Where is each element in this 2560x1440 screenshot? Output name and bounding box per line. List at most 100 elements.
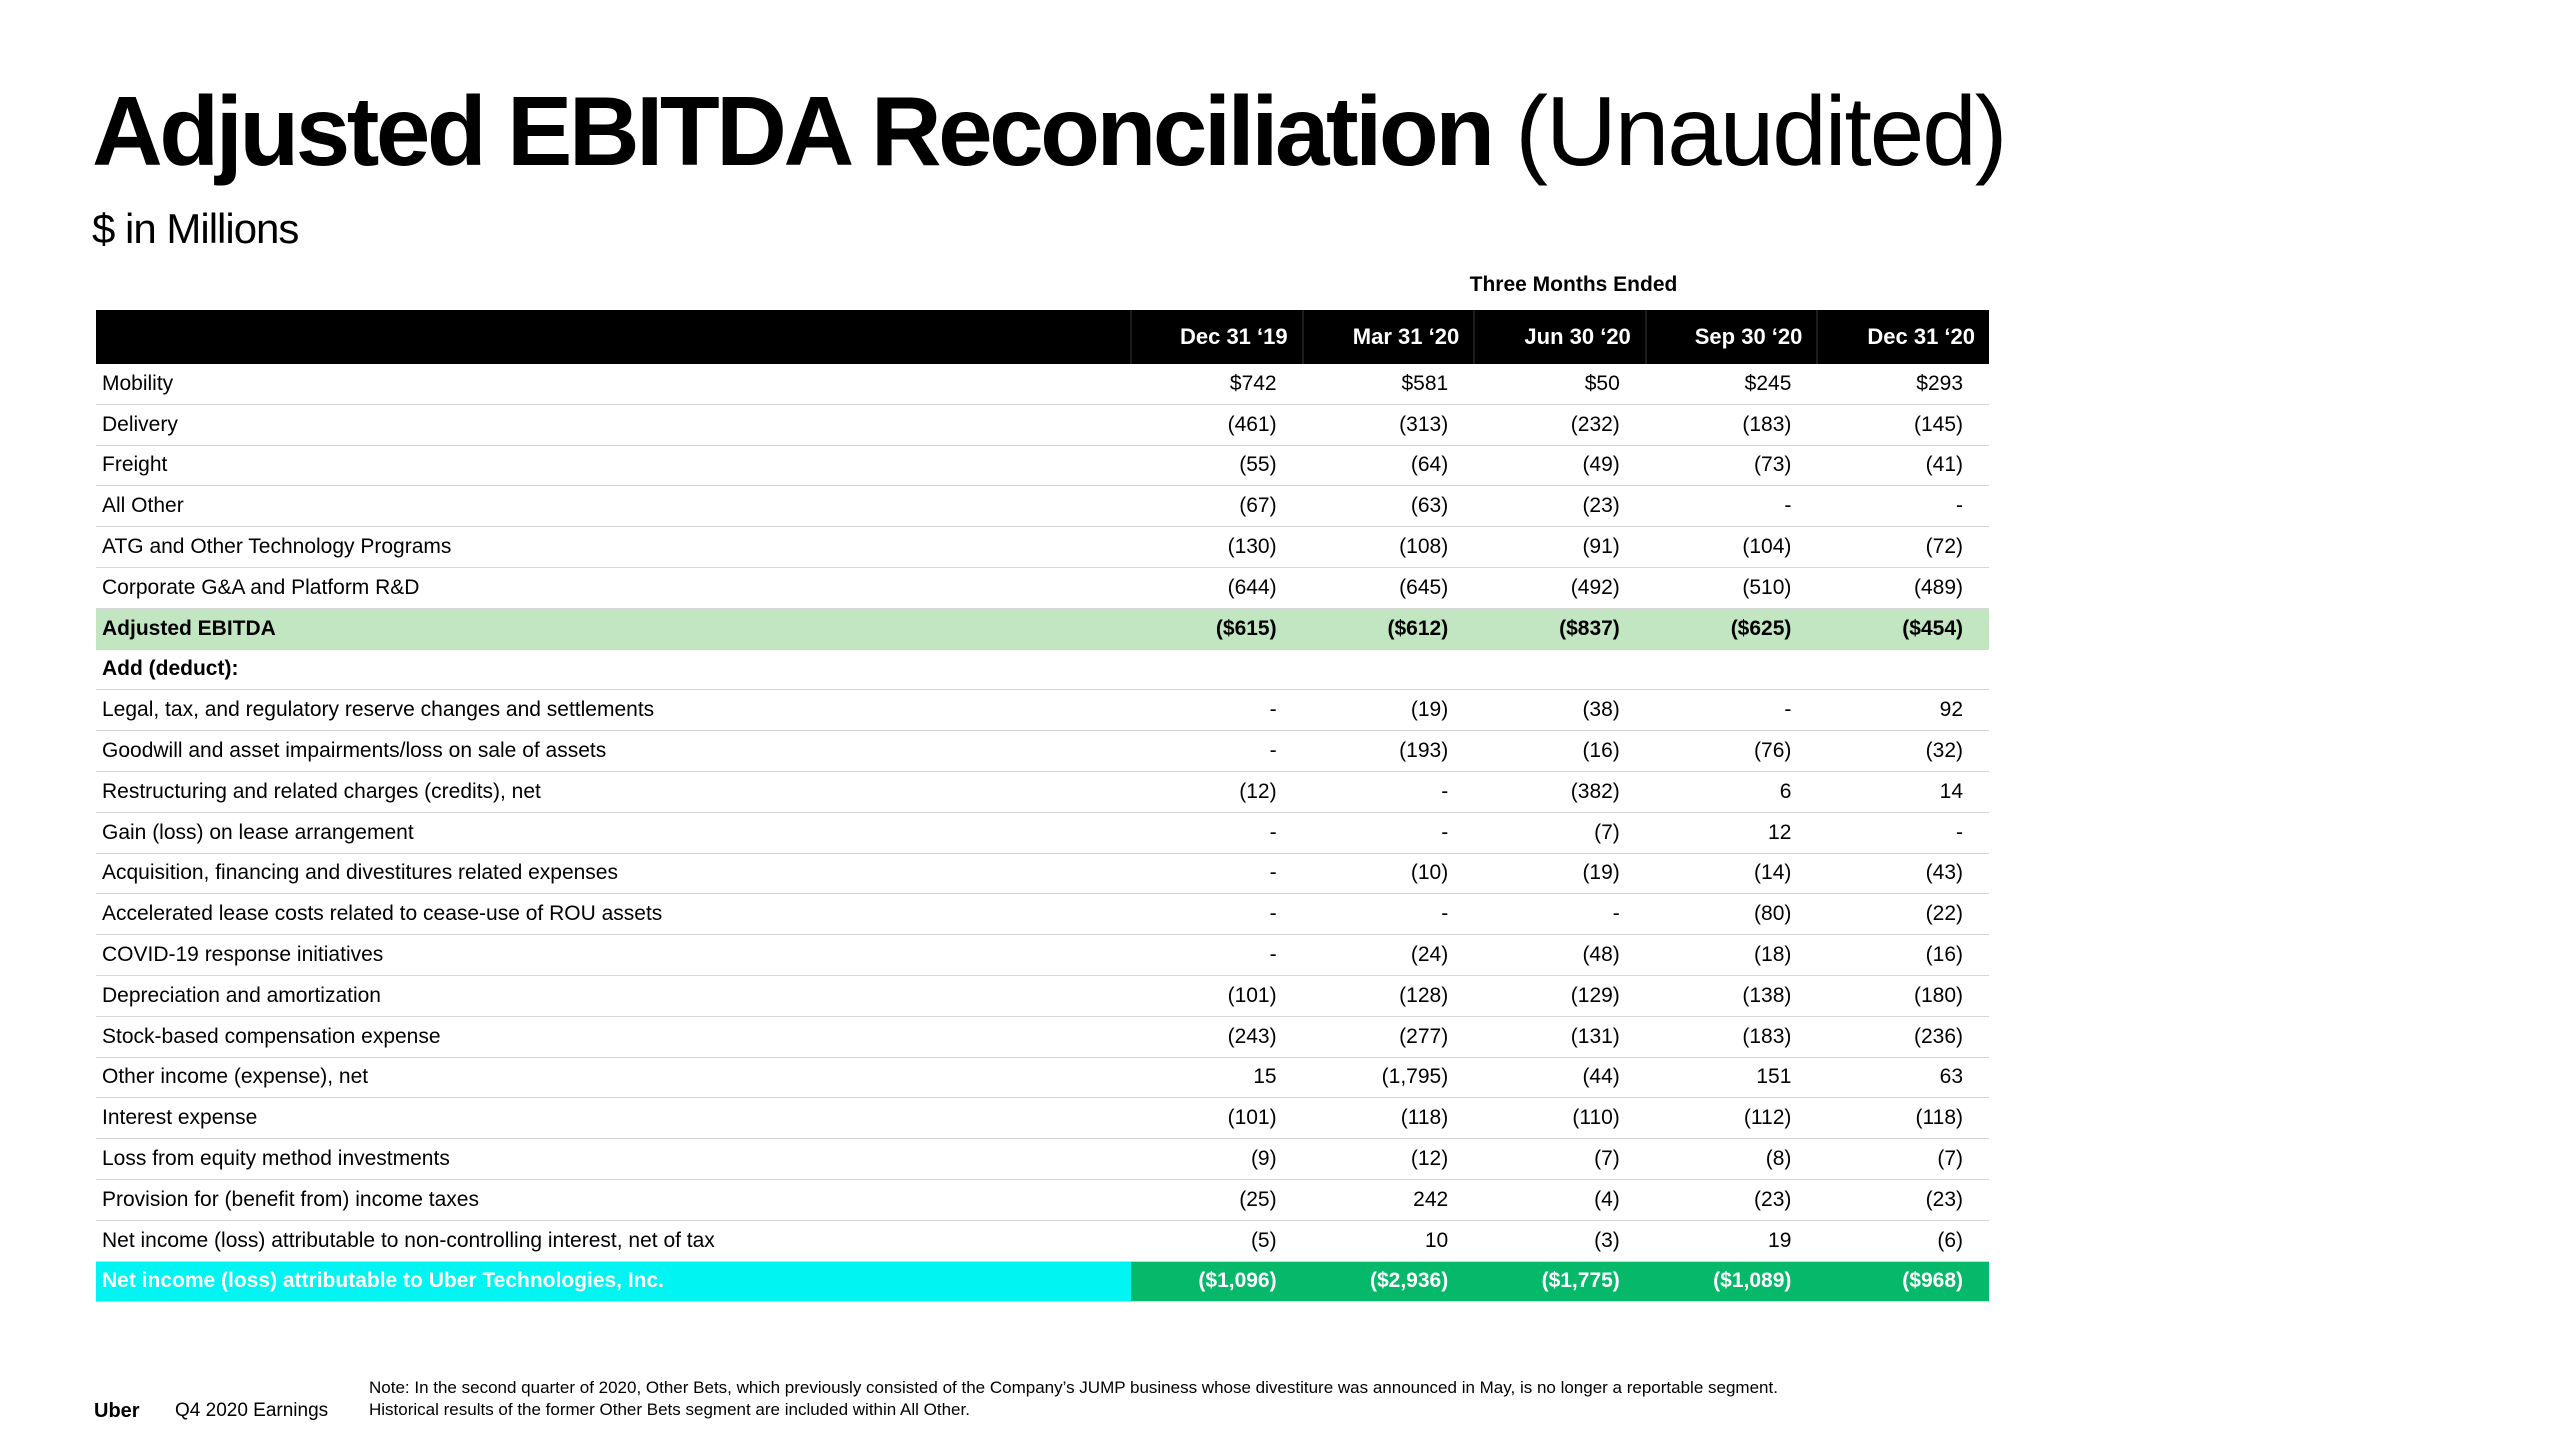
table-row: ATG and Other Technology Programs (130) (1… <box>96 526 1989 568</box>
value-cell: (489) <box>1817 567 1989 609</box>
value-cell: - <box>1817 812 1989 854</box>
table-row: Provision for (benefit from) income taxe… <box>96 1179 1989 1221</box>
row-label: COVID-19 response initiatives <box>96 934 1132 976</box>
value-cell: (32) <box>1817 730 1989 772</box>
value-cell: (8) <box>1645 1138 1818 1180</box>
value-cell: (80) <box>1645 893 1818 936</box>
row-label: Restructuring and related charges (credi… <box>96 771 1132 813</box>
value-cell: (49) <box>1474 445 1646 487</box>
value-cell: (236) <box>1817 1016 1989 1058</box>
brand-logo: Uber <box>94 1400 140 1422</box>
row-label: Net income (loss) attributable to non-co… <box>96 1220 1132 1262</box>
row-label: Legal, tax, and regulatory reserve chang… <box>96 689 1132 732</box>
value-cell: - <box>1131 812 1303 854</box>
value-cell: - <box>1474 893 1646 936</box>
value-cell: (112) <box>1645 1097 1818 1140</box>
value-cell: (7) <box>1474 1138 1646 1180</box>
value-cell: - <box>1131 934 1303 976</box>
row-label: Net income (loss) attributable to Uber T… <box>96 1261 1132 1303</box>
value-cell: (510) <box>1645 567 1818 609</box>
value-cell: (44) <box>1474 1057 1646 1099</box>
row-label: Accelerated lease costs related to cease… <box>96 893 1132 936</box>
row-label: Freight <box>96 445 1132 487</box>
value-cell: (645) <box>1302 567 1475 609</box>
value-cell: ($454) <box>1817 608 1989 650</box>
value-cell: (24) <box>1302 934 1475 976</box>
table-row: Legal, tax, and regulatory reserve chang… <box>96 689 1989 732</box>
value-cell: - <box>1817 485 1989 528</box>
value-cell: (130) <box>1131 526 1303 568</box>
row-label: Mobility <box>96 364 1132 405</box>
column-header: Dec 31 ‘19 <box>1130 310 1303 364</box>
value-cell: (23) <box>1817 1179 1989 1221</box>
value-cell: $742 <box>1131 364 1303 405</box>
value-cell: ($968) <box>1817 1261 1989 1303</box>
row-label: Interest expense <box>96 1097 1132 1140</box>
value-cell: - <box>1131 689 1303 732</box>
table-row: Acquisition, financing and divestitures … <box>96 853 1989 895</box>
value-cell: (16) <box>1474 730 1646 772</box>
table-row: Delivery (461) (313) (232) (183) (145) <box>96 404 1989 446</box>
event-label: Q4 2020 Earnings <box>175 1400 329 1421</box>
value-cell: (16) <box>1817 934 1989 976</box>
value-cell: ($615) <box>1131 608 1303 650</box>
value-cell: (22) <box>1817 893 1989 936</box>
table-row: All Other (67) (63) (23) - - <box>96 485 1989 528</box>
value-cell: ($1,089) <box>1645 1261 1818 1303</box>
table-row: Goodwill and asset impairments/loss on s… <box>96 730 1989 772</box>
value-cell: - <box>1131 853 1303 895</box>
value-cell: - <box>1131 893 1303 936</box>
value-cell: (72) <box>1817 526 1989 568</box>
value-cell: (73) <box>1645 445 1818 487</box>
table-row: Interest expense (101) (118) (110) (112) (118… <box>96 1097 1989 1140</box>
title-light: (Unaudited) <box>1515 76 2007 186</box>
column-header: Dec 31 ‘20 <box>1816 310 1989 364</box>
value-cell: (118) <box>1817 1097 1989 1140</box>
value-cell: (232) <box>1474 404 1646 446</box>
value-cell: 19 <box>1645 1220 1818 1262</box>
value-cell: 12 <box>1645 812 1818 854</box>
value-cell <box>1817 649 1989 691</box>
value-cell: (183) <box>1645 404 1818 446</box>
row-label: Gain (loss) on lease arrangement <box>96 812 1132 854</box>
value-cell: (492) <box>1474 567 1646 609</box>
value-cell: ($612) <box>1302 608 1475 650</box>
value-cell: (6) <box>1817 1220 1989 1262</box>
row-label: Goodwill and asset impairments/loss on s… <box>96 730 1132 772</box>
value-cell: - <box>1131 730 1303 772</box>
value-cell: (18) <box>1645 934 1818 976</box>
value-cell: (461) <box>1131 404 1303 446</box>
table-row: Other income (expense), net 15 (1,795) (44)… <box>96 1057 1989 1099</box>
table-row: Depreciation and amortization (101) (128)(… <box>96 975 1989 1017</box>
footnote: Note: In the second quarter of 2020, Oth… <box>369 1377 2009 1421</box>
table-row: Loss from equity method investments (9) (1… <box>96 1138 1989 1180</box>
title-bold: Adjusted EBITDA Reconciliation <box>92 76 1495 186</box>
value-cell <box>1645 649 1818 691</box>
row-label: ATG and Other Technology Programs <box>96 526 1132 568</box>
table-header-row: Dec 31 ‘19 Mar 31 ‘20 Jun 30 ‘20 Sep 30 … <box>96 310 1989 364</box>
value-cell: (3) <box>1474 1220 1646 1262</box>
value-cell: (7) <box>1817 1138 1989 1180</box>
row-label: Delivery <box>96 404 1132 446</box>
value-cell: (38) <box>1474 689 1646 732</box>
value-cell: ($837) <box>1474 608 1646 650</box>
row-label: Provision for (benefit from) income taxe… <box>96 1179 1132 1221</box>
value-cell: (55) <box>1131 445 1303 487</box>
value-cell: (12) <box>1302 1138 1475 1180</box>
value-cell: (48) <box>1474 934 1646 976</box>
period-caption: Three Months Ended <box>1469 273 1678 296</box>
table-row: Accelerated lease costs related to cease… <box>96 893 1989 936</box>
value-cell: ($2,936) <box>1302 1261 1475 1303</box>
value-cell: (104) <box>1645 526 1818 568</box>
value-cell: (5) <box>1131 1220 1303 1262</box>
table-row: Mobility $742 $581 $50 $245 $293 <box>96 364 1989 405</box>
header-label-cell <box>96 310 1132 364</box>
value-cell: (91) <box>1474 526 1646 568</box>
value-cell: 10 <box>1302 1220 1475 1262</box>
value-cell: $245 <box>1645 364 1818 405</box>
value-cell: ($625) <box>1645 608 1818 650</box>
value-cell: (19) <box>1474 853 1646 895</box>
value-cell: 151 <box>1645 1057 1818 1099</box>
value-cell: 6 <box>1645 771 1818 813</box>
value-cell: (23) <box>1474 485 1646 528</box>
